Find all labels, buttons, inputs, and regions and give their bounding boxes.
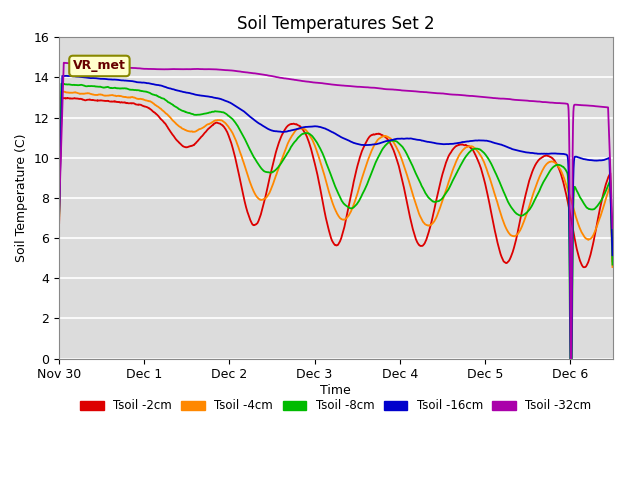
Tsoil -8cm	[118, 85, 126, 91]
Tsoil -4cm	[268, 185, 275, 191]
Text: VR_met: VR_met	[73, 60, 126, 72]
Line: Tsoil -32cm: Tsoil -32cm	[59, 63, 612, 375]
Tsoil -32cm	[60, 60, 68, 66]
Tsoil -8cm	[598, 196, 606, 202]
Tsoil -32cm	[268, 73, 275, 79]
Tsoil -4cm	[152, 102, 159, 108]
Tsoil -8cm	[609, 262, 616, 267]
Tsoil -4cm	[598, 209, 605, 215]
Tsoil -2cm	[55, 220, 63, 226]
Tsoil -16cm	[152, 82, 159, 87]
Tsoil -2cm	[118, 99, 126, 105]
Tsoil -32cm	[538, 99, 546, 105]
Tsoil -8cm	[292, 138, 300, 144]
Tsoil -2cm	[538, 155, 546, 160]
Title: Soil Temperatures Set 2: Soil Temperatures Set 2	[237, 15, 435, 33]
Tsoil -32cm	[598, 104, 606, 110]
Tsoil -16cm	[538, 151, 546, 156]
Tsoil -32cm	[55, 208, 63, 214]
X-axis label: Time: Time	[321, 384, 351, 397]
Line: Tsoil -16cm: Tsoil -16cm	[59, 76, 612, 377]
Tsoil -16cm	[567, 374, 575, 380]
Tsoil -32cm	[567, 372, 575, 378]
Tsoil -32cm	[292, 77, 300, 83]
Tsoil -4cm	[538, 168, 546, 174]
Tsoil -4cm	[118, 94, 126, 99]
Tsoil -2cm	[580, 264, 588, 270]
Tsoil -8cm	[538, 182, 546, 188]
Tsoil -2cm	[292, 121, 300, 127]
Tsoil -2cm	[58, 95, 65, 100]
Tsoil -32cm	[118, 65, 126, 71]
Tsoil -32cm	[152, 66, 159, 72]
Tsoil -16cm	[63, 73, 70, 79]
Tsoil -4cm	[58, 88, 65, 94]
Tsoil -4cm	[609, 264, 616, 270]
Tsoil -4cm	[55, 216, 63, 222]
Tsoil -16cm	[609, 252, 616, 258]
Tsoil -4cm	[292, 128, 300, 133]
Line: Tsoil -8cm: Tsoil -8cm	[59, 84, 612, 420]
Tsoil -32cm	[609, 225, 616, 231]
Tsoil -8cm	[152, 92, 159, 98]
Tsoil -2cm	[152, 110, 159, 116]
Tsoil -2cm	[598, 197, 606, 203]
Line: Tsoil -2cm: Tsoil -2cm	[59, 97, 612, 267]
Line: Tsoil -4cm: Tsoil -4cm	[59, 91, 612, 267]
Tsoil -16cm	[268, 128, 275, 133]
Tsoil -16cm	[598, 157, 606, 163]
Tsoil -16cm	[55, 210, 63, 216]
Tsoil -2cm	[609, 258, 616, 264]
Tsoil -16cm	[118, 77, 126, 83]
Y-axis label: Soil Temperature (C): Soil Temperature (C)	[15, 134, 28, 262]
Tsoil -16cm	[292, 127, 300, 132]
Tsoil -8cm	[567, 417, 575, 422]
Tsoil -2cm	[268, 167, 275, 173]
Legend: Tsoil -2cm, Tsoil -4cm, Tsoil -8cm, Tsoil -16cm, Tsoil -32cm: Tsoil -2cm, Tsoil -4cm, Tsoil -8cm, Tsoi…	[76, 395, 596, 417]
Tsoil -8cm	[58, 81, 66, 86]
Tsoil -8cm	[55, 213, 63, 218]
Tsoil -8cm	[268, 169, 275, 175]
